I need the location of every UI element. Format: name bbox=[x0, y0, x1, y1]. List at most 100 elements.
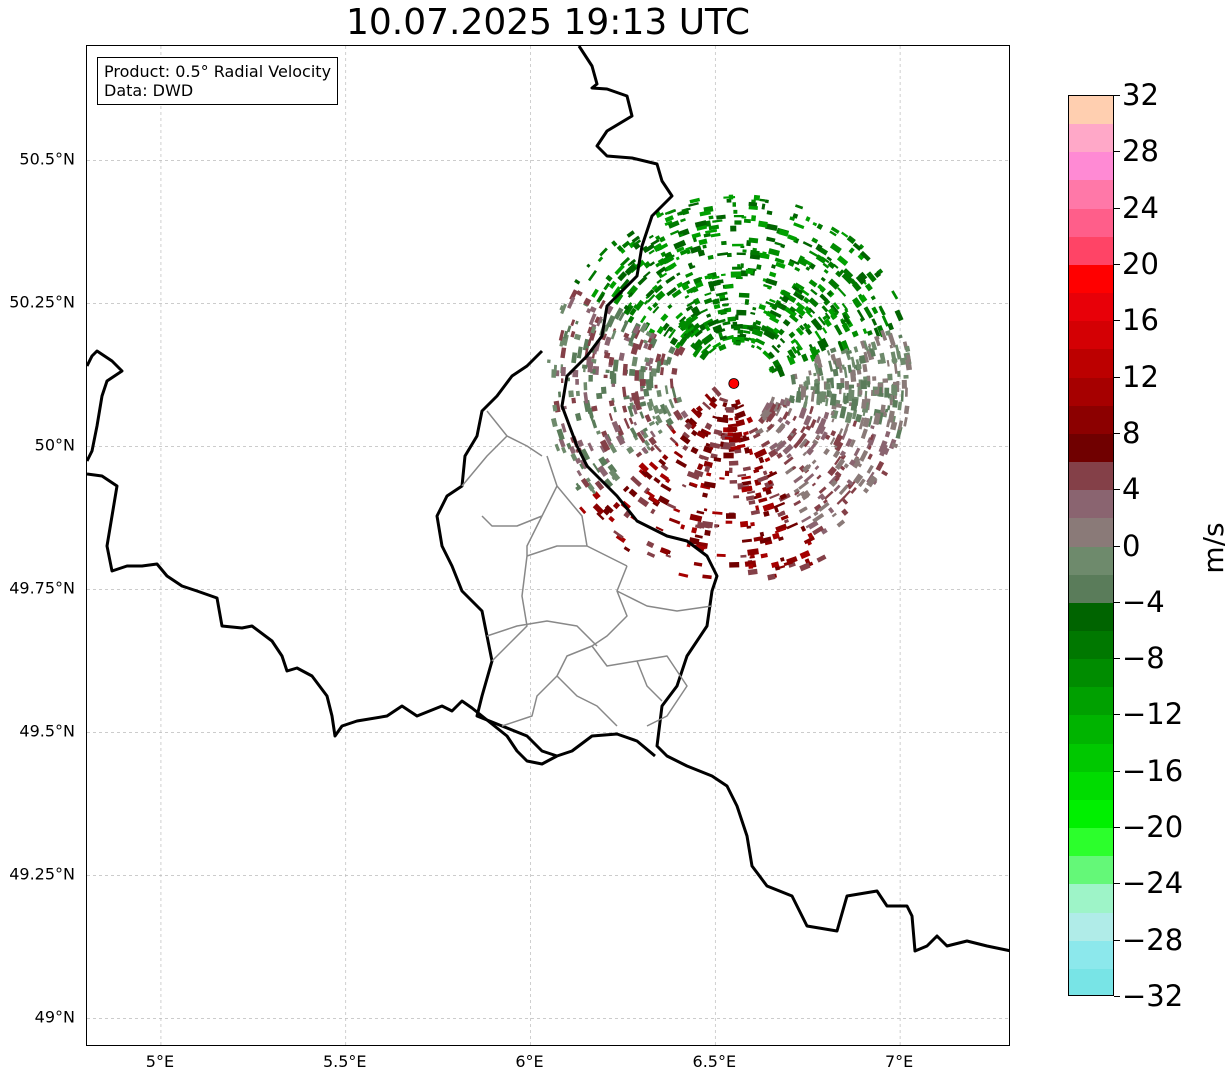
colorbar-segment bbox=[1069, 856, 1113, 885]
echo-cell bbox=[587, 338, 592, 347]
echo-cell bbox=[572, 369, 579, 378]
lat-tick-label: 49°N bbox=[34, 1007, 75, 1027]
echo-cell bbox=[859, 354, 867, 364]
echo-cell bbox=[782, 411, 790, 420]
echo-cell bbox=[810, 442, 817, 450]
echo-cell bbox=[752, 306, 757, 311]
echo-cell bbox=[591, 405, 598, 412]
colorbar-segment bbox=[1069, 771, 1113, 801]
lat-tick-label: 49.5°N bbox=[19, 721, 75, 741]
echo-cell bbox=[741, 475, 752, 480]
colorbar-segment bbox=[1069, 236, 1113, 266]
echo-cell bbox=[798, 438, 808, 449]
echo-cell bbox=[826, 290, 833, 297]
echo-cell bbox=[750, 311, 756, 316]
echo-cell bbox=[638, 462, 649, 473]
echo-cell bbox=[793, 439, 802, 449]
colorbar-segment bbox=[1069, 574, 1113, 604]
echo-cell bbox=[792, 415, 797, 422]
echo-cell bbox=[657, 408, 664, 415]
echo-cell bbox=[813, 372, 817, 377]
echo-cell bbox=[804, 323, 812, 331]
echo-cell bbox=[687, 314, 699, 325]
colorbar-segment bbox=[1069, 546, 1113, 576]
echo-cell bbox=[776, 403, 781, 410]
echo-cell bbox=[639, 372, 644, 377]
echo-cell bbox=[724, 407, 735, 411]
echo-cell bbox=[787, 434, 794, 441]
echo-cell bbox=[823, 268, 829, 274]
echo-cell bbox=[553, 364, 557, 374]
radar-site-dot bbox=[728, 378, 740, 389]
echo-cell bbox=[594, 480, 605, 491]
echo-cell bbox=[733, 209, 738, 214]
echo-cell bbox=[576, 290, 583, 297]
product-info-box: Product: 0.5° Radial Velocity Data: DWD bbox=[97, 57, 339, 105]
echo-cell bbox=[586, 263, 591, 268]
echo-cell bbox=[820, 276, 826, 282]
echo-cell bbox=[741, 480, 752, 486]
colorbar-segment bbox=[1069, 152, 1113, 182]
echo-cell bbox=[822, 327, 828, 334]
echo-cell bbox=[679, 210, 685, 216]
echo-cell bbox=[694, 534, 703, 539]
echo-cell bbox=[595, 430, 601, 435]
echo-cell bbox=[840, 349, 847, 355]
echo-cell bbox=[892, 399, 898, 408]
echo-cell bbox=[817, 339, 827, 352]
echo-cell bbox=[657, 495, 670, 506]
echo-cell bbox=[775, 405, 782, 417]
echo-cell bbox=[787, 234, 797, 242]
echo-cell bbox=[719, 441, 724, 447]
echo-cell bbox=[827, 261, 836, 269]
echo-cell bbox=[813, 503, 823, 512]
echo-cell bbox=[761, 402, 770, 414]
echo-cell bbox=[802, 296, 810, 304]
echo-cell bbox=[591, 288, 599, 298]
colorbar-tick bbox=[1114, 601, 1120, 603]
colorbar-segment bbox=[1069, 96, 1113, 125]
colorbar-segment bbox=[1069, 264, 1113, 294]
echo-cell bbox=[571, 352, 578, 364]
echo-cell bbox=[642, 245, 650, 254]
lat-tick-label: 50.5°N bbox=[19, 149, 75, 169]
echo-cell bbox=[804, 305, 813, 315]
echo-cell bbox=[846, 350, 853, 355]
echo-cell bbox=[858, 243, 865, 250]
echo-cell bbox=[649, 430, 656, 438]
echo-cell bbox=[622, 485, 630, 493]
echo-cell bbox=[830, 430, 837, 437]
colorbar-segment bbox=[1069, 433, 1113, 463]
echo-cell bbox=[733, 325, 741, 331]
echo-cell bbox=[643, 261, 652, 269]
echo-cell bbox=[689, 245, 702, 254]
echo-cell bbox=[896, 381, 900, 386]
echo-cell bbox=[878, 305, 886, 316]
colorbar-segment bbox=[1069, 518, 1113, 548]
echo-cell bbox=[875, 460, 885, 472]
echo-cell bbox=[757, 252, 770, 260]
echo-cell bbox=[717, 252, 729, 257]
colorbar-tick-label: 0 bbox=[1122, 528, 1141, 563]
echo-cell bbox=[559, 305, 564, 311]
echo-cell bbox=[790, 374, 796, 385]
echo-cell bbox=[639, 322, 649, 333]
radar-map[interactable] bbox=[86, 45, 1010, 1046]
canton-lines bbox=[461, 410, 713, 727]
echo-cell bbox=[759, 198, 766, 202]
echo-cell bbox=[838, 364, 843, 373]
echo-cell bbox=[592, 462, 601, 473]
echo-cell bbox=[828, 278, 840, 290]
echo-cell bbox=[866, 348, 875, 361]
echo-cell bbox=[747, 548, 759, 556]
echo-cell bbox=[694, 220, 707, 228]
echo-cell bbox=[568, 445, 576, 455]
echo-cell bbox=[826, 350, 831, 356]
echo-cell bbox=[732, 266, 743, 270]
product-label: Product: 0.5° Radial Velocity bbox=[104, 62, 332, 81]
echo-cell bbox=[689, 197, 701, 204]
echo-cell bbox=[598, 293, 605, 302]
echo-cell bbox=[698, 454, 710, 461]
echo-cell bbox=[665, 262, 677, 272]
echo-cell bbox=[879, 352, 886, 364]
